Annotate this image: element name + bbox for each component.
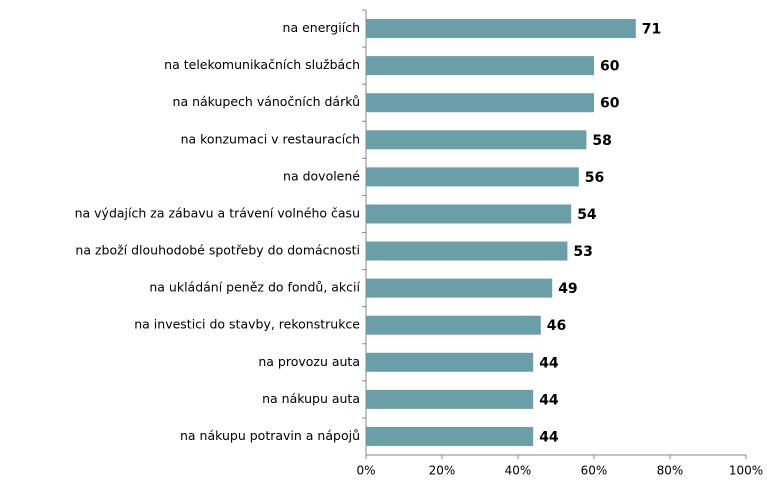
value-label: 54	[577, 207, 597, 223]
y-tick-label: na provozu auta	[258, 354, 360, 369]
bar	[366, 93, 594, 113]
value-label: 71	[642, 22, 661, 38]
bar	[366, 352, 534, 372]
x-tick-label: 20%	[429, 464, 456, 478]
y-tick-label: na nákupu potravin a nápojů	[180, 428, 360, 443]
y-tick-label: na konzumaci v restauracích	[181, 131, 360, 146]
x-tick-label: 80%	[657, 464, 684, 478]
y-tick-label: na výdajích za zábavu a trávení volného …	[75, 205, 360, 220]
x-tick-label: 0%	[356, 464, 375, 478]
bar	[366, 130, 587, 150]
bar	[366, 19, 636, 39]
bar	[366, 278, 553, 298]
bar	[366, 315, 541, 335]
bar	[366, 389, 534, 409]
x-tick-label: 60%	[581, 464, 608, 478]
value-label: 53	[573, 244, 592, 260]
bar	[366, 56, 594, 76]
value-label: 46	[547, 318, 566, 334]
value-label: 60	[600, 96, 620, 112]
value-label: 58	[592, 133, 611, 149]
y-tick-label: na investici do stavby, rekonstrukce	[134, 317, 360, 332]
bar	[366, 167, 579, 187]
y-tick-label: na nákupu auta	[262, 391, 360, 406]
bar	[366, 426, 534, 446]
y-tick-label: na ukládání peněz do fondů, akcií	[149, 280, 360, 295]
value-label: 56	[585, 170, 604, 186]
y-tick-label: na dovolené	[283, 168, 360, 183]
x-tick-label: 100%	[729, 464, 763, 478]
y-tick-label: na nákupech vánočních dárků	[173, 94, 360, 109]
y-tick-label: na energiích	[283, 20, 360, 35]
value-label: 44	[539, 429, 559, 445]
bar	[366, 241, 568, 261]
value-label: 44	[539, 355, 559, 371]
value-label: 49	[558, 281, 577, 297]
x-tick-label: 40%	[505, 464, 532, 478]
bar	[366, 204, 572, 224]
y-tick-label: na zboží dlouhodobé spotřeby do domácnos…	[75, 243, 360, 258]
value-label: 60	[600, 59, 620, 75]
y-tick-label: na telekomunikačních službách	[164, 57, 360, 72]
value-label: 44	[539, 392, 559, 408]
